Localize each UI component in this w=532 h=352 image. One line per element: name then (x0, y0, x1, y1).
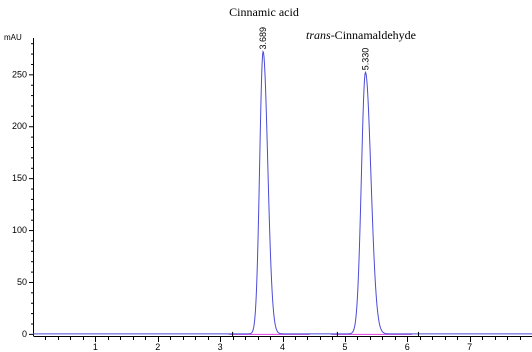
y-axis-label: mAU (4, 33, 22, 42)
x-axis-ticks: 1 2 3 4 5 6 7 (45, 337, 521, 352)
x-tick-label: 6 (405, 342, 410, 352)
x-tick-label: 4 (280, 342, 285, 352)
y-tick-label: 50 (17, 277, 27, 287)
y-tick-label: 200 (12, 121, 27, 131)
x-tick-label: 2 (155, 342, 160, 352)
x-tick-label: 3 (218, 342, 223, 352)
y-axis-ticks: 0 50 100 150 200 250 (12, 43, 33, 339)
peak-label: 3.689 (258, 27, 268, 50)
x-tick-label: 5 (342, 342, 347, 352)
series-signal-trace (33, 50, 532, 335)
chart-title: Cinnamic acid (229, 5, 299, 19)
y-tick-label: 0 (22, 329, 27, 339)
y-tick-label: 150 (12, 173, 27, 183)
y-tick-label: 100 (12, 225, 27, 235)
peak-labels: 3.689 5.330 (232, 27, 419, 337)
annotation-trans-cinnamaldehyde: trans-Cinnamaldehyde (306, 28, 416, 42)
x-tick-label: 1 (93, 342, 98, 352)
x-tick-label: 7 (467, 342, 472, 352)
peak-label: 5.330 (360, 48, 370, 71)
y-tick-label: 250 (12, 69, 27, 79)
